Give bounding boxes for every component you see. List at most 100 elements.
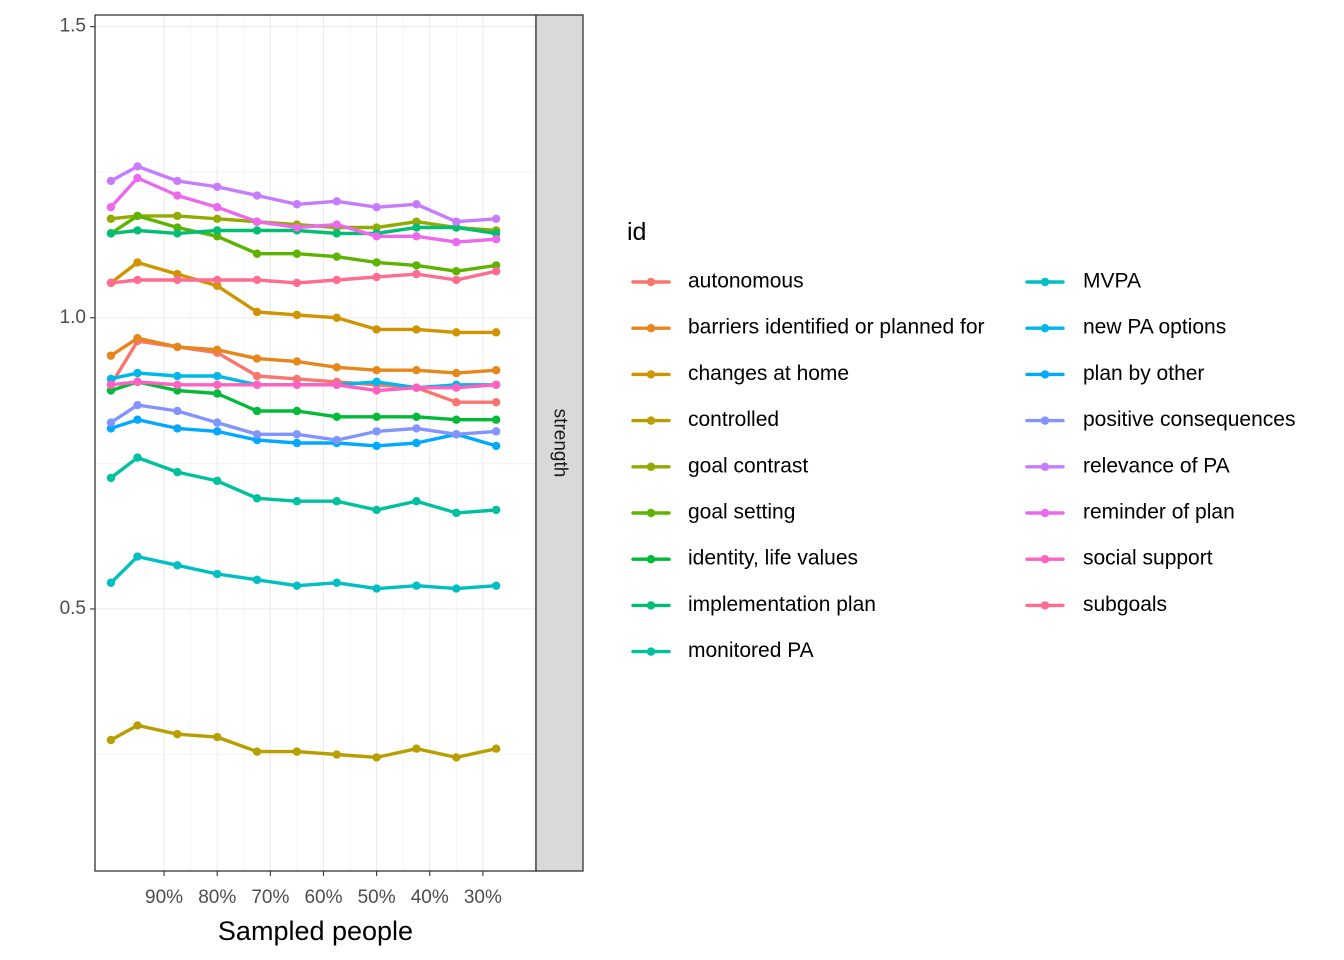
legend-item: MVPA <box>1025 270 1141 293</box>
data-point <box>133 377 142 387</box>
legend-key-point <box>1040 508 1050 518</box>
data-point <box>106 214 116 224</box>
data-point <box>412 438 421 448</box>
data-point <box>106 374 116 384</box>
data-point <box>372 386 381 395</box>
legend-key-point <box>1040 324 1050 333</box>
data-point <box>491 328 501 337</box>
data-point <box>173 406 182 416</box>
data-point <box>491 380 501 389</box>
data-point <box>173 467 182 477</box>
data-point <box>292 380 302 389</box>
series-controlled <box>106 721 501 762</box>
data-point <box>252 307 262 317</box>
legend-key-point <box>646 462 656 471</box>
data-point <box>372 223 381 232</box>
data-point <box>173 229 182 238</box>
data-point <box>173 342 182 352</box>
data-point <box>372 258 381 267</box>
legend-item: identity, life values <box>631 547 858 570</box>
data-point <box>173 561 182 570</box>
data-point <box>491 398 501 407</box>
data-point <box>292 581 302 590</box>
data-point <box>292 406 302 416</box>
data-point <box>173 176 182 186</box>
data-point <box>213 380 222 389</box>
data-point <box>452 217 461 226</box>
legend: id autonomous barriers identified or plan… <box>627 218 1295 662</box>
series-social-support <box>106 377 501 395</box>
data-point <box>213 371 222 381</box>
legend-item: barriers identified or planned for <box>631 316 985 339</box>
data-point <box>332 435 341 445</box>
data-point <box>412 223 421 232</box>
data-point <box>106 386 116 395</box>
data-point <box>491 366 501 375</box>
data-point <box>213 275 222 285</box>
x-tick-label: 40% <box>411 887 449 908</box>
facet-strip <box>535 14 584 872</box>
legend-item: changes at home <box>631 362 849 385</box>
data-point <box>292 747 302 756</box>
data-point <box>292 310 302 320</box>
series-monitored-pa <box>106 453 501 518</box>
legend-label: implementation plan <box>688 593 876 616</box>
data-point <box>213 732 222 742</box>
data-point <box>133 162 142 171</box>
legend-label: reminder of plan <box>1083 501 1235 524</box>
data-point <box>213 389 222 398</box>
legend-label: identity, life values <box>688 547 858 570</box>
data-point <box>491 441 501 451</box>
data-point <box>412 200 421 209</box>
data-point <box>173 371 182 381</box>
x-tick-label: 80% <box>198 887 236 908</box>
data-point <box>332 313 341 323</box>
legend-label: subgoals <box>1083 593 1167 616</box>
data-point <box>173 729 182 739</box>
data-point <box>133 453 142 462</box>
data-point <box>133 173 142 183</box>
y-tick-label: 1.0 <box>60 307 86 328</box>
data-point <box>292 223 302 232</box>
series-relevance-of-pa <box>106 162 501 226</box>
data-point <box>292 497 302 506</box>
data-point <box>213 476 222 486</box>
data-point <box>332 197 341 206</box>
legend-label: goal setting <box>688 501 795 524</box>
data-point <box>213 226 222 235</box>
legend-label: positive consequences <box>1083 408 1295 431</box>
data-point <box>412 269 421 279</box>
data-point <box>452 398 461 407</box>
legend-label: MVPA <box>1083 270 1141 293</box>
x-tick-label: 70% <box>251 887 289 908</box>
data-point <box>372 232 381 241</box>
data-point <box>133 258 142 267</box>
y-tick-label: 1.5 <box>60 16 86 37</box>
data-point <box>106 229 116 238</box>
data-point <box>332 412 341 421</box>
data-point <box>372 505 381 515</box>
legend-item: implementation plan <box>631 593 876 616</box>
data-point <box>213 202 222 212</box>
data-point <box>452 368 461 378</box>
data-point <box>491 261 501 270</box>
series-positive-consequences <box>106 400 501 445</box>
data-point <box>332 229 341 238</box>
legend-label: changes at home <box>688 362 849 385</box>
facet-strip-label: strength <box>549 409 570 478</box>
data-point <box>452 275 461 285</box>
data-point <box>452 508 461 518</box>
data-point <box>173 223 182 232</box>
legend-label: goal contrast <box>688 454 808 477</box>
legend-item: reminder of plan <box>1025 501 1235 524</box>
data-point <box>292 357 302 366</box>
data-point <box>106 351 116 360</box>
series-identity-life-values <box>106 377 501 424</box>
data-point <box>412 581 421 590</box>
legend-key-point <box>646 601 656 610</box>
data-point <box>213 418 222 427</box>
data-point <box>252 249 262 258</box>
axes: 0.5 1.0 1.5 90% 80% 70% 60% 50% 40% 30% <box>60 16 502 908</box>
data-point <box>452 383 461 392</box>
data-point <box>412 497 421 506</box>
